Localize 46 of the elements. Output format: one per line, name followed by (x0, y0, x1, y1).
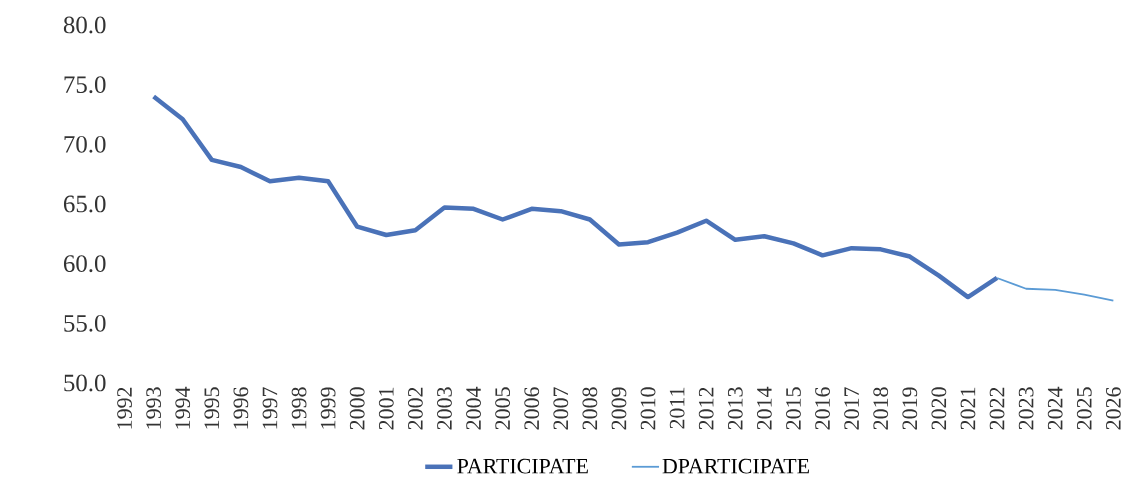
y-tick-label: 50.0 (64, 374, 106, 392)
line-series (996, 277, 1115, 302)
x-tick-label: 2022 (989, 387, 1005, 430)
x-tick-label: 2002 (407, 387, 423, 430)
x-tick-label: 2013 (727, 387, 743, 430)
y-tick-label: 60.0 (63, 255, 106, 273)
x-tick-label: 2012 (698, 387, 714, 430)
x-tick-label: 2018 (873, 387, 889, 430)
x-tick-label: 2006 (524, 387, 540, 430)
y-tick-label: 65.0 (63, 195, 106, 213)
legend-label: DPARTICIPATE (662, 458, 809, 474)
x-tick-label: 2004 (466, 386, 481, 430)
x-tick-label: 2008 (582, 387, 598, 430)
x-tick-label: 2011 (669, 387, 685, 429)
x-tick-label: 2005 (495, 387, 511, 430)
x-tick-label: 2014 (756, 386, 772, 430)
legend-label: PARTICIPATE (457, 458, 588, 474)
x-tick-label: 2024 (1047, 386, 1063, 430)
x-tick-label: 2009 (611, 387, 627, 430)
x-tick-label: 2025 (1076, 387, 1092, 430)
x-tick-label: 1995 (204, 387, 220, 429)
x-tick-label: 2026 (1105, 387, 1121, 430)
x-tick-label: 2021 (960, 387, 976, 430)
x-tick-label: 1999 (320, 387, 336, 429)
x-tick-label: 2019 (902, 387, 918, 430)
y-tick-label: 55.0 (64, 314, 106, 332)
x-tick-label: 1996 (233, 387, 249, 429)
x-tick-label: 2020 (931, 387, 947, 430)
x-tick-label: 2016 (815, 387, 830, 430)
line-series (151, 94, 1000, 300)
x-tick-label: 2017 (844, 387, 860, 430)
x-tick-label: 1992 (117, 387, 132, 429)
y-tick-label: 70.0 (64, 135, 106, 153)
x-tick-label: 1998 (291, 387, 307, 429)
x-tick-label: 1994 (175, 386, 191, 429)
y-tick-label: 75.0 (64, 76, 106, 94)
x-tick-label: 1993 (146, 387, 161, 429)
x-tick-label: 2023 (1018, 387, 1034, 430)
x-tick-label: 2015 (786, 387, 801, 430)
x-tick-label: 2007 (553, 387, 569, 430)
y-tick-label: 80.0 (63, 16, 106, 34)
x-tick-label: 2000 (349, 387, 365, 430)
x-tick-label: 1997 (262, 387, 278, 429)
x-tick-label: 2001 (378, 387, 394, 430)
x-tick-label: 2003 (437, 387, 452, 430)
x-tick-label: 2010 (640, 387, 656, 430)
